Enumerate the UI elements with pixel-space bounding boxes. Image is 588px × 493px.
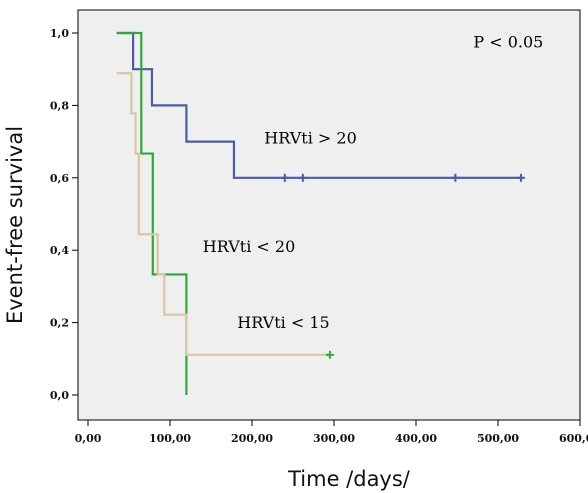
x-tick-label: 500,00 (477, 432, 519, 445)
y-tick-label: 1,0 (50, 27, 69, 40)
x-tick-label: 200,00 (231, 432, 273, 445)
annotation-label: P < 0.05 (473, 32, 543, 51)
y-tick-label: 0,6 (50, 172, 69, 185)
y-tick-label: 0,8 (50, 99, 69, 112)
x-tick-label: 0,00 (75, 432, 102, 445)
annotations: P < 0.05 HRVti > 20 HRVti < 20 HRVti < 15 (203, 32, 544, 332)
y-tick-label: 0,0 (50, 389, 69, 402)
annotation-label: HRVti < 15 (237, 313, 329, 332)
x-tick-label: 100,00 (149, 432, 191, 445)
y-axis-title: Event-free survival (3, 126, 27, 324)
series-line-1 (116, 31, 188, 395)
axis-ticks: 0,0 0,2 0,4 0,6 0,8 1,0 0,00 100,00 200,00 300,00… (50, 27, 588, 445)
annotation-label: HRVti < 20 (203, 237, 295, 256)
x-tick-label: 300,00 (313, 432, 355, 445)
x-tick-label: 400,00 (395, 432, 437, 445)
y-tick-label: 0,2 (50, 317, 69, 330)
x-axis-title: Time /days/ (287, 467, 411, 491)
y-tick-label: 0,4 (50, 244, 69, 257)
series-layer (116, 31, 525, 395)
annotation-label: HRVti > 20 (264, 128, 356, 147)
series-line-0 (116, 31, 523, 179)
x-tick-label: 600,00 (559, 432, 588, 445)
series-line-2 (116, 72, 330, 356)
